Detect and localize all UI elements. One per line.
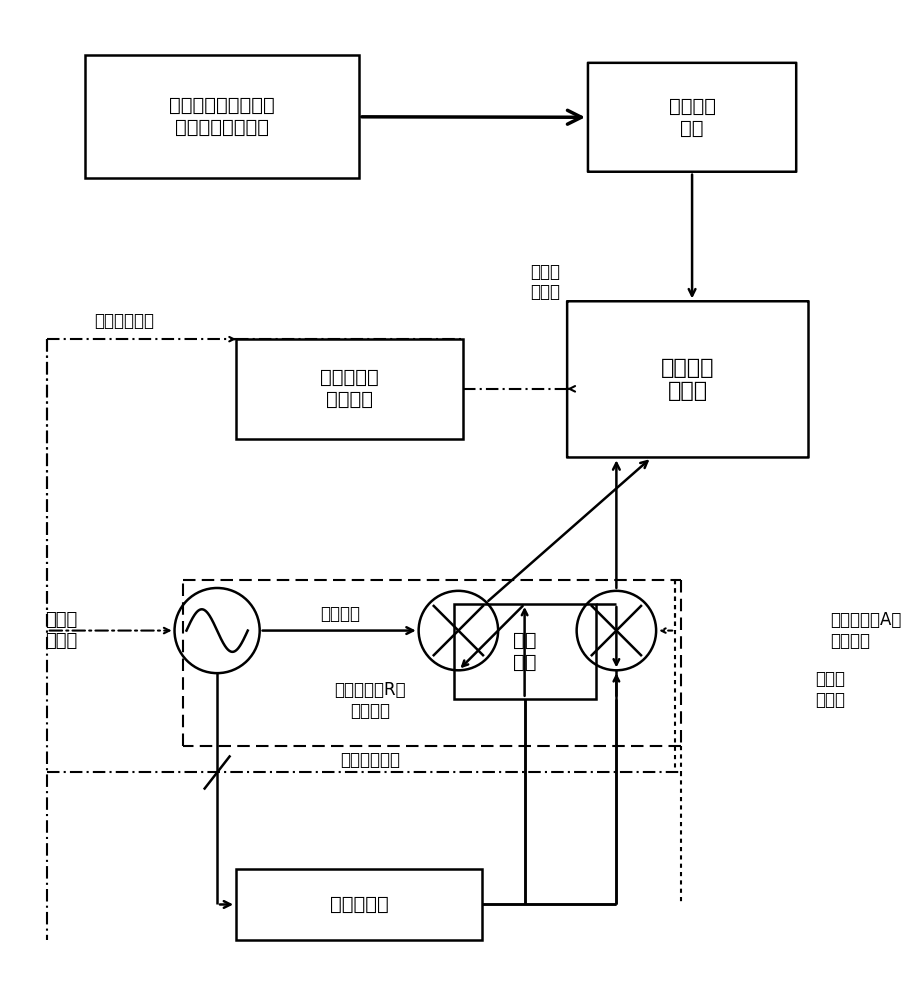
Text: 本振
单元: 本振 单元 bbox=[513, 631, 536, 672]
Text: 测试信号（A）
接收单元: 测试信号（A） 接收单元 bbox=[830, 611, 901, 650]
FancyBboxPatch shape bbox=[454, 604, 595, 699]
FancyBboxPatch shape bbox=[84, 55, 359, 178]
FancyBboxPatch shape bbox=[588, 63, 796, 172]
Text: 同步触
发信号: 同步触 发信号 bbox=[530, 263, 561, 301]
Text: 时钟信号: 时钟信号 bbox=[320, 605, 360, 623]
Text: 同步触发信号: 同步触发信号 bbox=[94, 312, 154, 330]
Text: 长延时器件: 长延时器件 bbox=[330, 895, 389, 914]
FancyBboxPatch shape bbox=[236, 869, 482, 940]
FancyBboxPatch shape bbox=[567, 301, 808, 457]
Text: 嵌入式计
算机: 嵌入式计 算机 bbox=[669, 97, 716, 138]
Text: 同步触
发信号: 同步触 发信号 bbox=[815, 670, 845, 709]
Text: 参考信号（R）
接收单元: 参考信号（R） 接收单元 bbox=[334, 681, 406, 720]
Text: 信号激
励单元: 信号激 励单元 bbox=[44, 611, 77, 650]
Text: 数字及运
算处理: 数字及运 算处理 bbox=[661, 358, 715, 401]
Text: 同步触发信号: 同步触发信号 bbox=[341, 751, 400, 769]
FancyBboxPatch shape bbox=[236, 339, 463, 439]
Text: 基于时间身份映射的
数据信息处理单元: 基于时间身份映射的 数据信息处理单元 bbox=[169, 96, 275, 137]
Text: 时钟及同步
触发单元: 时钟及同步 触发单元 bbox=[320, 368, 379, 409]
